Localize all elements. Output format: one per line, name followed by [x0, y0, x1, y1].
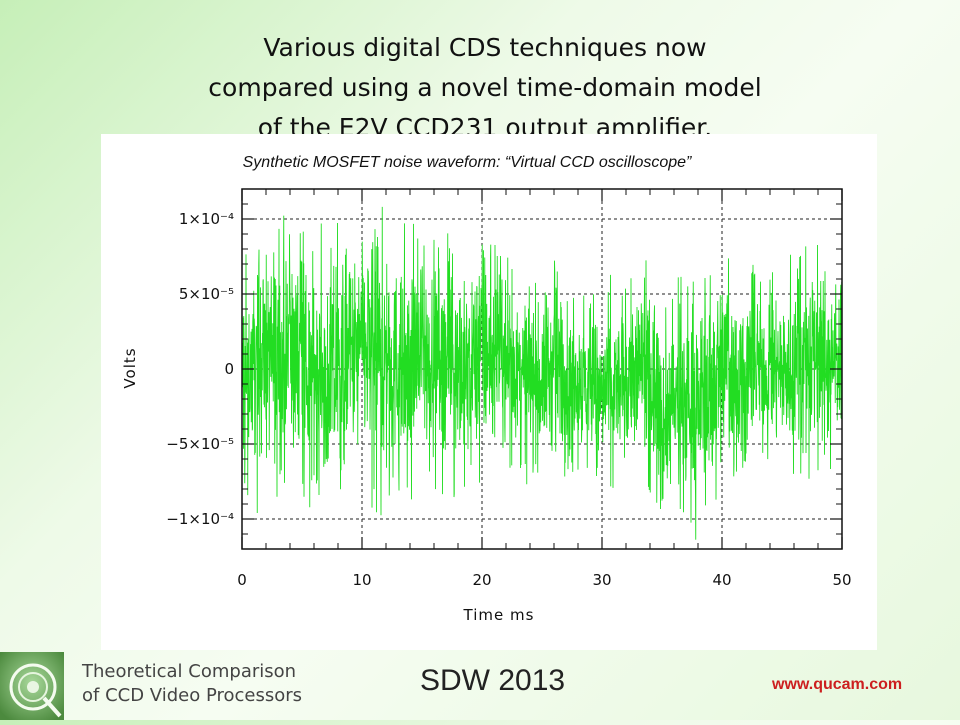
y-tick-label: 5×10⁻⁵ — [179, 285, 234, 303]
axis-ticks — [241, 188, 843, 550]
y-tick-label: 0 — [224, 360, 234, 378]
qucam-logo — [0, 652, 64, 720]
y-tick-label: −5×10⁻⁵ — [166, 435, 234, 453]
y-axis-label: Volts — [121, 347, 139, 388]
chart-title: Synthetic MOSFET noise waveform: “Virtua… — [243, 154, 692, 171]
x-axis-label: Time ms — [463, 606, 535, 624]
plot-panel: Synthetic MOSFET noise waveform: “Virtua… — [101, 134, 877, 650]
plot-area — [241, 206, 843, 540]
y-tick-label: −1×10⁻⁴ — [166, 510, 234, 528]
x-tick-label: 30 — [592, 571, 611, 589]
slide-title: Various digital CDS techniques now compa… — [150, 28, 820, 148]
x-tick-label: 0 — [237, 571, 247, 589]
conference-name: SDW 2013 — [420, 664, 566, 697]
footer-subtitle: Theoretical Comparison of CCD Video Proc… — [82, 660, 302, 708]
title-line-2: compared using a novel time-domain model — [208, 73, 762, 102]
footer-line-1: Theoretical Comparison — [82, 661, 297, 682]
x-tick-label: 40 — [712, 571, 731, 589]
y-tick-label: 1×10⁻⁴ — [179, 210, 234, 228]
title-line-1: Various digital CDS techniques now — [263, 33, 707, 62]
tick-labels: 0 10 20 30 40 50 −1×10⁻⁴ −5×10⁻⁵ 0 5×10⁻⁵ 1×10⁻⁴ — [166, 210, 851, 589]
noise-waveform-series — [241, 206, 843, 540]
x-tick-label: 10 — [352, 571, 371, 589]
noise-waveform-chart: Synthetic MOSFET noise waveform: “Virtua… — [121, 154, 852, 624]
website-link[interactable]: www.qucam.com — [772, 676, 903, 693]
x-tick-label: 50 — [832, 571, 851, 589]
x-tick-label: 20 — [472, 571, 491, 589]
footer-line-2: of CCD Video Processors — [82, 685, 303, 706]
